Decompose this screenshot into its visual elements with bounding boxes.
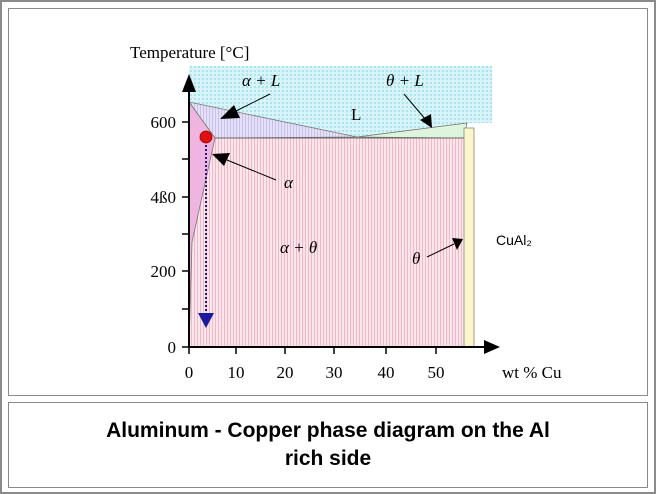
- caption-panel: Aluminum - Copper phase diagram on the A…: [8, 402, 648, 488]
- theta-column: [463, 127, 475, 348]
- y-tick-label: 0: [168, 338, 177, 357]
- x-tick-label: 30: [326, 363, 343, 382]
- pointers: [226, 93, 455, 258]
- region-label: θ: [412, 249, 420, 268]
- region-label: L: [351, 105, 361, 124]
- liquid-region: [189, 66, 492, 137]
- y-tick-label: 4ß0: [151, 188, 177, 207]
- y-tick-label: 600: [151, 113, 177, 132]
- diagram-panel: [8, 8, 648, 396]
- region-label: θ + L: [386, 71, 424, 90]
- region-label: α + θ: [280, 238, 317, 257]
- y-tick-label: 200: [151, 262, 177, 281]
- pointer-heads: [212, 105, 463, 250]
- x-tick-label: 0: [185, 363, 194, 382]
- x-tick-label: 40: [378, 363, 395, 382]
- ticks: [182, 121, 437, 354]
- caption: Aluminum - Copper phase diagram on the A…: [106, 419, 550, 470]
- cooling-arrow: [198, 313, 214, 328]
- phase-diagram: Temperature [°C] wt % Cu 0 200 4ß0 600 0…: [130, 43, 562, 382]
- composition-point: [199, 130, 213, 144]
- x-tick-label: 50: [428, 363, 445, 382]
- x-axis-arrow: [484, 340, 500, 354]
- compound-label: CuAl₂: [496, 232, 532, 248]
- x-axis-label: wt % Cu: [502, 363, 562, 382]
- x-tick-label: 10: [228, 363, 245, 382]
- region-label: α: [284, 173, 294, 192]
- x-tick-label: 20: [277, 363, 294, 382]
- region-label: α + L: [242, 71, 280, 90]
- alpha-plus-theta-region: [189, 138, 464, 347]
- y-axis-label: Temperature [°C]: [130, 43, 249, 62]
- y-axis-arrow: [182, 74, 196, 92]
